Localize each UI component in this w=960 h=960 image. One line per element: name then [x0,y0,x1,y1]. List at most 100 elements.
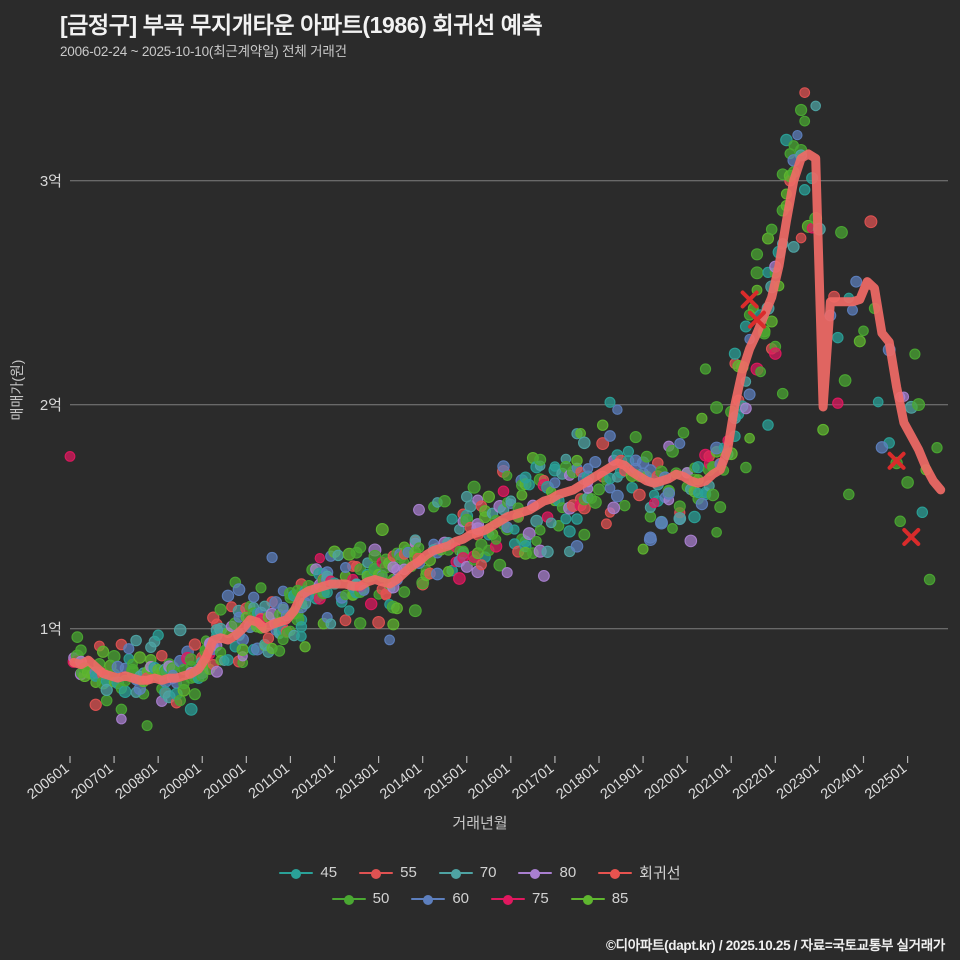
scatter-point [592,483,606,496]
scatter-point [696,412,708,424]
x-tick-label: 202101 [686,761,734,803]
scatter-point [799,87,811,99]
scatter-point [255,582,267,594]
x-tick-label: 202201 [730,761,778,803]
scatter-point [222,654,234,666]
legend-item-55[interactable]: 55 [359,864,417,881]
x-tick-label: 201801 [553,761,601,803]
y-tick-label: 2억 [40,397,62,414]
scatter-point [332,549,344,562]
scatter-point [123,643,135,655]
scatter-point [446,513,458,525]
scatter-point [497,460,510,473]
scatter-point [843,488,855,501]
scatter-point [340,562,351,573]
scatter-point [375,523,389,536]
legend-item-회귀선[interactable]: 회귀선 [598,862,681,883]
scatter-point [339,614,352,627]
x-tick-group: 201401 [377,761,425,803]
legend-label: 45 [320,864,338,881]
scatter-point [588,495,602,509]
y-axis-title: 매매가(원) [9,359,25,421]
scatter-point [589,455,602,469]
legend-item-60[interactable]: 60 [411,890,469,907]
scatter-point [637,543,649,555]
scatter-point [629,431,642,444]
scatter-point [798,184,811,196]
scatter-point [71,631,84,643]
scatter-point [692,461,705,474]
scatter-point [541,545,554,558]
chart-subtitle: 2006-02-24 ~ 2025-10-10(최근계약일) 전체 거래건 [60,44,347,59]
scatter-point [387,618,400,631]
legend-item-75[interactable]: 75 [491,890,549,907]
x-tick-group: 202101 [686,761,734,803]
scatter-point [931,442,943,454]
scatter-point [475,538,488,551]
legend-label: 80 [559,864,577,881]
scatter-point [740,461,752,474]
scatter-point [648,497,660,509]
x-tick-label: 201101 [246,761,293,803]
scatter-point [872,396,884,408]
scatter-point [184,653,198,666]
legend-row-primary: 45 55 70 80 회귀선 [268,862,691,883]
scatter-point [531,535,542,547]
legend-item-85[interactable]: 85 [570,890,628,907]
x-tick-group: 200601 [24,761,72,803]
x-tick-label: 201201 [289,761,337,803]
scatter-point [853,335,866,348]
scatter-point [743,388,756,401]
scatter-point [864,215,878,229]
scatter-point [622,445,635,458]
scatter-point [516,489,528,501]
x-tick-label: 200701 [69,761,117,803]
x-tick-group: 202001 [642,761,690,803]
scatter-point [438,494,451,508]
x-stroke [740,290,759,309]
scatter-point [174,694,186,707]
x-tick-group: 202501 [862,761,910,803]
scatter-point [502,470,513,481]
scatter-point [100,694,113,707]
scatter-point [207,611,220,624]
x-tick-label: 200601 [24,761,72,803]
x-tick-group: 201301 [333,761,381,803]
scatter-point [633,488,646,502]
legend-label: 50 [372,890,390,907]
legend-item-80[interactable]: 80 [518,864,576,881]
scatter-point [296,630,307,642]
scatter-point [354,541,367,554]
x-tick-group: 202301 [774,761,822,803]
x-stroke [887,451,906,470]
scatter-point [493,558,507,572]
scatter-point [850,275,863,288]
scatter-point [901,476,914,489]
scatter-point [909,348,921,360]
x-tick-label: 201601 [465,761,513,803]
scatter-point [534,524,546,536]
scatter-point [214,603,227,616]
legend-item-50[interactable]: 50 [331,890,390,907]
x-tick-label: 200801 [113,761,161,803]
legend-label: 회귀선 [639,865,681,882]
legend-swatch-icon [570,893,605,905]
scatter-point [221,589,235,603]
scatter-point [490,534,502,545]
scatter-point [894,515,906,528]
x-stroke [747,310,766,329]
scatter-point [118,685,132,699]
scatter-point [838,374,852,387]
scatter-point [505,495,517,507]
legend-item-45[interactable]: 45 [279,864,337,881]
legend-swatch-icon [598,867,633,879]
scatter-point [133,651,147,664]
scatter-point [740,402,752,415]
x-tick-group: 201601 [465,761,513,803]
legend-item-70[interactable]: 70 [438,864,496,881]
scatter-point [188,688,201,701]
scatter-point [570,539,584,553]
scatter-point [537,569,550,582]
